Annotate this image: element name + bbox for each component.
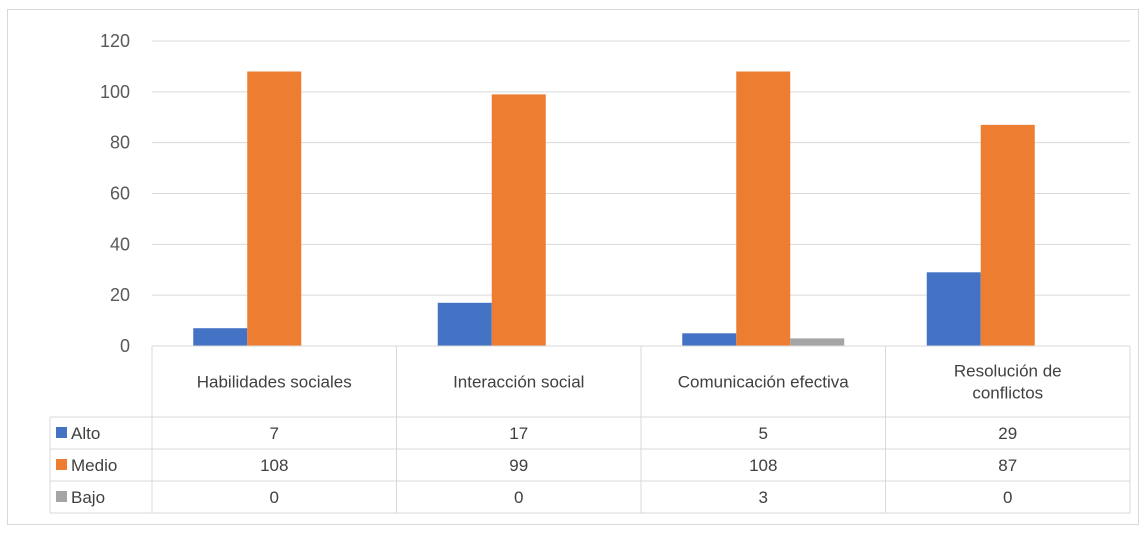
data-label: 0 (1003, 488, 1012, 507)
bar-alto-2 (437, 302, 492, 346)
legend-swatch-bajo (56, 491, 67, 502)
bar-medio-4 (980, 124, 1035, 346)
legend-label-alto: Alto (71, 424, 100, 443)
data-label: 17 (509, 424, 528, 443)
category-label: Interacción social (453, 373, 584, 392)
bar-medio-3 (736, 71, 791, 346)
y-tick-label: 120 (100, 31, 130, 51)
legend-label-bajo: Bajo (71, 488, 105, 507)
data-label: 108 (260, 456, 288, 475)
y-tick-label: 80 (110, 133, 130, 153)
y-tick-label: 20 (110, 285, 130, 305)
category-label: Habilidades sociales (197, 373, 352, 392)
data-label: 108 (749, 456, 777, 475)
category-label: Comunicación efectiva (678, 373, 850, 392)
y-tick-label: 40 (110, 234, 130, 254)
bar-alto-1 (193, 328, 248, 346)
y-tick-label: 100 (100, 82, 130, 102)
data-label: 29 (998, 424, 1017, 443)
y-tick-label: 60 (110, 184, 130, 204)
bar-medio-1 (247, 71, 302, 346)
data-label: 87 (998, 456, 1017, 475)
category-label: Resolución de conflictos (954, 362, 1062, 403)
legend-label-medio: Medio (71, 456, 117, 475)
data-label: 7 (270, 424, 279, 443)
data-label: 5 (759, 424, 768, 443)
chart-frame (7, 9, 1139, 525)
data-label: 99 (509, 456, 528, 475)
bar-bajo-3 (790, 338, 845, 346)
y-tick-label: 0 (120, 336, 130, 356)
legend-swatch-alto (56, 427, 67, 438)
bar-alto-3 (682, 333, 737, 346)
data-label: 3 (759, 488, 768, 507)
data-label: 0 (514, 488, 523, 507)
bar-alto-4 (926, 272, 981, 346)
data-label: 0 (270, 488, 279, 507)
legend-swatch-medio (56, 459, 67, 470)
bar-medio-2 (491, 94, 546, 346)
